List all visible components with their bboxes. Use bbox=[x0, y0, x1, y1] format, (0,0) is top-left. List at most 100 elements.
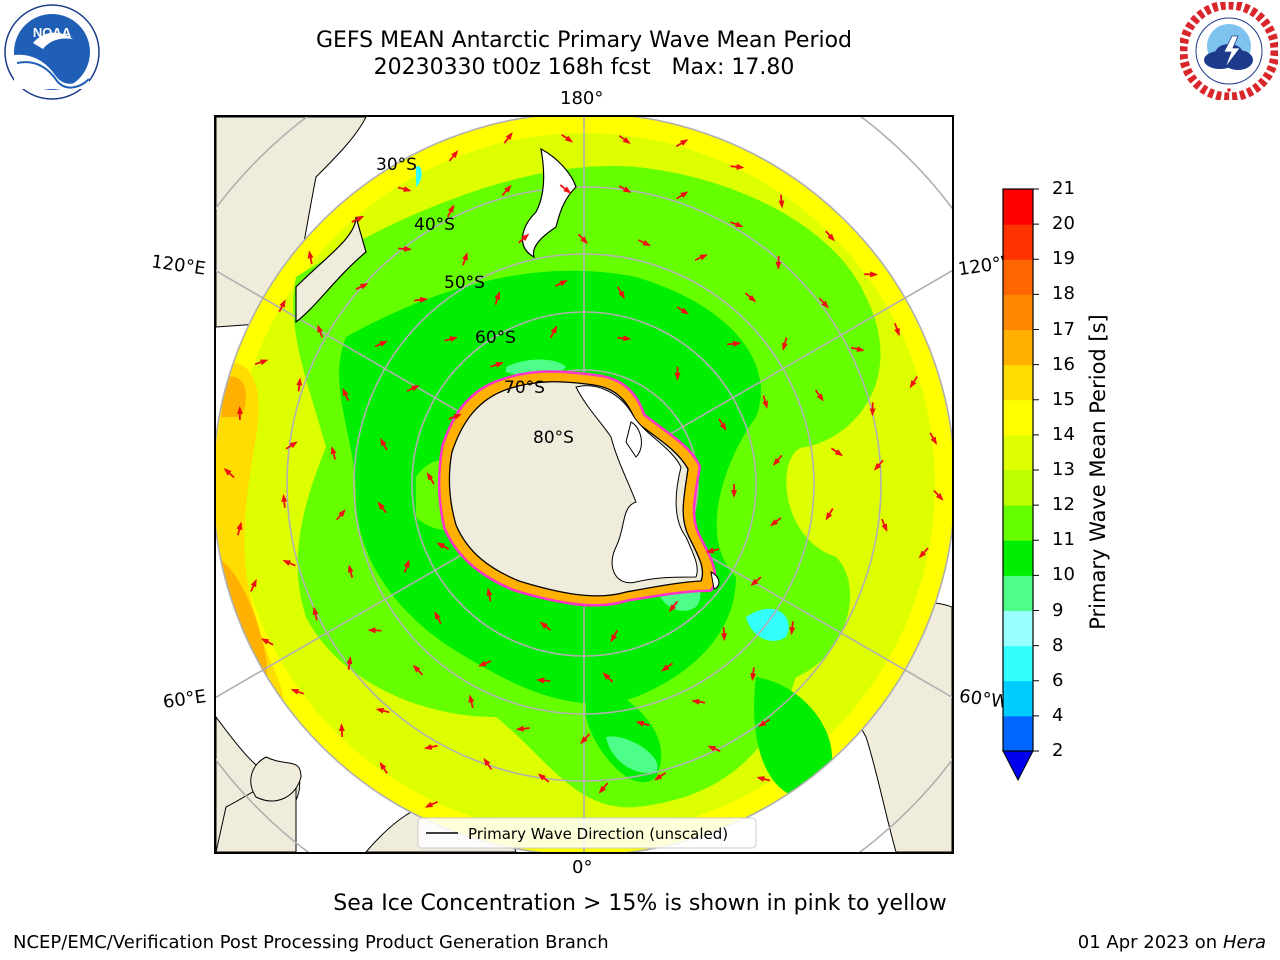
wave-direction-arrow bbox=[851, 346, 865, 352]
legend-label: Primary Wave Direction (unscaled) bbox=[468, 825, 728, 843]
wave-direction-arrow bbox=[446, 204, 455, 218]
wave-direction-arrow bbox=[406, 385, 420, 392]
sea-ice-note: Sea Ice Concentration > 15% is shown in … bbox=[333, 891, 947, 916]
colorbar bbox=[1002, 188, 1039, 782]
wave-direction-arrow bbox=[618, 185, 632, 193]
wave-direction-arrow bbox=[375, 707, 390, 714]
wave-direction-arrow bbox=[281, 493, 288, 508]
wave-direction-arrow bbox=[778, 194, 785, 209]
lon-label-180: 180° bbox=[560, 88, 604, 109]
nws-logo bbox=[1180, 2, 1278, 100]
wave-direction-arrow bbox=[448, 413, 462, 420]
wave-direction-arrow bbox=[789, 621, 796, 636]
lon-label-0: 0° bbox=[572, 857, 593, 878]
colorbar-tick-label: 17 bbox=[1052, 318, 1075, 340]
wave-direction-arrow bbox=[720, 627, 727, 642]
wave-direction-arrow bbox=[250, 578, 257, 592]
map-title: GEFS MEAN Antarctic Primary Wave Mean Pe… bbox=[315, 28, 853, 53]
wave-direction-arrow bbox=[477, 660, 492, 667]
wave-direction-arrow bbox=[483, 757, 493, 770]
wave-direction-arrow bbox=[769, 517, 782, 527]
footer-date-text: 01 Apr 2023 on bbox=[1077, 932, 1223, 953]
wave-direction-arrow bbox=[894, 322, 900, 337]
wave-direction-arrow bbox=[918, 547, 929, 559]
colorbar-band bbox=[1003, 715, 1033, 752]
colorbar-band bbox=[1003, 645, 1033, 682]
colorbar-band bbox=[1003, 434, 1033, 471]
wave-direction-arrow bbox=[501, 184, 512, 196]
wave-direction-arrow bbox=[346, 656, 353, 670]
colorbar-tick-marks bbox=[1033, 188, 1039, 752]
wave-direction-arrow bbox=[756, 776, 771, 782]
wave-direction-arrow bbox=[602, 672, 614, 683]
colorbar-band bbox=[1003, 259, 1033, 295]
wave-direction-arrow bbox=[468, 694, 475, 709]
wave-direction-arrow bbox=[503, 132, 513, 144]
map-legend: Primary Wave Direction (unscaled) bbox=[417, 817, 757, 849]
wave-direction-arrow bbox=[444, 336, 458, 343]
wave-direction-arrow bbox=[290, 688, 305, 695]
wave-direction-arrow bbox=[782, 337, 788, 351]
colorbar-band bbox=[1003, 294, 1033, 330]
wave-direction-arrow bbox=[933, 489, 944, 501]
wave-direction-arrow bbox=[260, 638, 274, 646]
wave-direction-arrow bbox=[718, 418, 727, 431]
wave-direction-arrow bbox=[668, 600, 679, 613]
colorbar-tick-label: 14 bbox=[1052, 423, 1075, 445]
coastlines bbox=[295, 147, 577, 324]
wave-direction-arrow bbox=[515, 725, 530, 732]
wave-direction-arrow bbox=[351, 215, 365, 223]
wave-direction-arrow bbox=[727, 340, 742, 347]
wave-direction-arrow bbox=[490, 361, 504, 368]
wave-direction-arrow bbox=[825, 230, 835, 242]
wave-direction-arrow bbox=[377, 501, 387, 514]
wave-direction-arrow bbox=[374, 340, 388, 348]
colorbar-tick-label: 20 bbox=[1052, 213, 1075, 235]
colorbar-tick-label: 16 bbox=[1052, 353, 1075, 375]
wave-direction-arrows bbox=[223, 132, 944, 808]
colorbar-band bbox=[1003, 575, 1033, 611]
wave-direction-arrow bbox=[635, 720, 650, 727]
wave-direction-arrow bbox=[436, 542, 450, 550]
lat-label-30s: 30°S bbox=[376, 155, 417, 175]
noaa-logo: NOAA bbox=[4, 4, 100, 100]
wave-direction-arrow bbox=[598, 782, 609, 794]
colorbar-band bbox=[1003, 364, 1033, 401]
colorbar-tick-label: 12 bbox=[1052, 494, 1075, 516]
wave-direction-arrow bbox=[462, 252, 468, 266]
wave-direction-arrow bbox=[929, 432, 937, 446]
wave-direction-arrow bbox=[312, 606, 319, 621]
footer-date: 01 Apr 2023 on Hera bbox=[1078, 932, 1266, 954]
wave-direction-arrow bbox=[254, 359, 269, 366]
wave-direction-arrow bbox=[561, 133, 574, 143]
lat-label-70s: 70°S bbox=[504, 378, 545, 398]
wave-direction-arrow bbox=[909, 376, 918, 389]
wave-direction-arrow bbox=[537, 773, 550, 783]
wave-direction-arrow bbox=[347, 564, 354, 579]
wave-direction-arrow bbox=[398, 245, 413, 252]
wave-direction-arrow bbox=[758, 718, 771, 727]
wave-direction-arrow bbox=[830, 447, 844, 457]
wave-direction-arrow bbox=[380, 437, 388, 451]
lat-label-60s: 60°S bbox=[475, 328, 516, 348]
wave-direction-arrow bbox=[307, 250, 314, 265]
wave-direction-arrow bbox=[762, 395, 768, 409]
colorbar-label: Primary Wave Mean Period [s] bbox=[1086, 314, 1110, 630]
wave-direction-arrow bbox=[355, 283, 369, 291]
wave-direction-arrow bbox=[676, 306, 690, 315]
wave-direction-arrow bbox=[282, 559, 296, 567]
wave-direction-arrow bbox=[223, 468, 235, 479]
colorbar-band bbox=[1003, 470, 1033, 506]
lat-label-80s: 80°S bbox=[533, 428, 574, 448]
wave-direction-arrow bbox=[413, 296, 428, 303]
wave-direction-arrow bbox=[825, 508, 834, 521]
wave-direction-arrow bbox=[661, 662, 674, 672]
colorbar-tick-label: 19 bbox=[1052, 248, 1075, 270]
wave-direction-arrow bbox=[285, 441, 298, 450]
wave-direction-arrow bbox=[881, 518, 888, 533]
colorbar-band bbox=[1003, 399, 1033, 436]
wave-direction-arrow bbox=[448, 150, 459, 162]
wave-direction-arrow bbox=[426, 472, 435, 485]
wave-direction-arrow bbox=[617, 335, 632, 342]
wave-direction-arrow bbox=[486, 587, 493, 602]
